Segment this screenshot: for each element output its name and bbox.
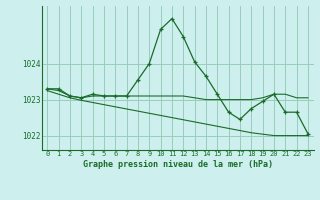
X-axis label: Graphe pression niveau de la mer (hPa): Graphe pression niveau de la mer (hPa) <box>83 160 273 169</box>
